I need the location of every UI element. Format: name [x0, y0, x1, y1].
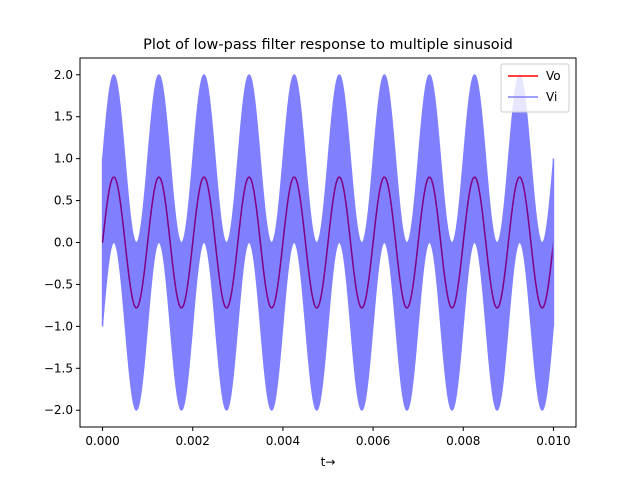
legend: Vo Vi — [500, 63, 570, 113]
x-axis-label: t→ — [321, 455, 336, 469]
x-tick-label: 0.004 — [266, 434, 300, 448]
y-tick-label: 0.0 — [54, 236, 73, 250]
plot-area — [101, 74, 555, 411]
y-tick-label: −1.5 — [44, 361, 73, 375]
x-tick-label: 0.006 — [356, 434, 390, 448]
y-tick-label: 1.0 — [54, 152, 73, 166]
legend-label-vi: Vi — [546, 90, 557, 104]
y-tick-label: 2.0 — [54, 68, 73, 82]
x-axis: 0.000 0.002 0.004 0.006 0.008 0.010 — [85, 427, 571, 448]
legend-label-vo: Vo — [546, 69, 561, 83]
y-axis: −2.0 −1.5 −1.0 −0.5 0.0 0.5 1.0 1.5 2.0 — [44, 68, 80, 417]
y-tick-label: −2.0 — [44, 403, 73, 417]
x-tick-label: 0.002 — [176, 434, 210, 448]
series-vo-line — [101, 176, 555, 309]
y-tick-label: 1.5 — [54, 110, 73, 124]
y-tick-label: −0.5 — [44, 277, 73, 291]
chart-title: Plot of low-pass filter response to mult… — [143, 37, 513, 53]
x-tick-label: 0.008 — [446, 434, 480, 448]
y-tick-label: −1.0 — [44, 319, 73, 333]
y-tick-label: 0.5 — [54, 194, 73, 208]
x-tick-label: 0.000 — [85, 434, 119, 448]
x-tick-label: 0.010 — [536, 434, 570, 448]
